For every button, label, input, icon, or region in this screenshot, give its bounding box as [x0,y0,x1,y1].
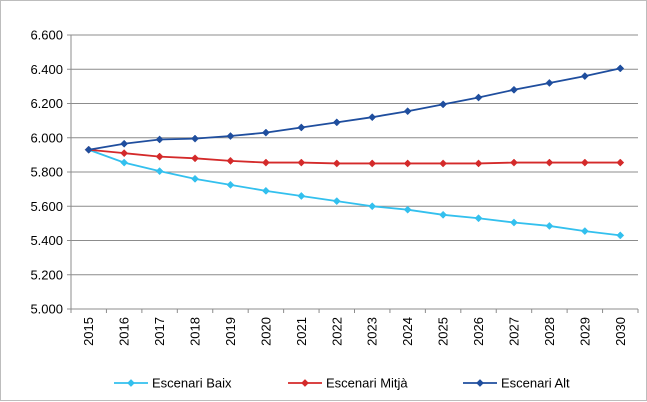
data-point [368,113,377,122]
data-point [261,186,270,195]
y-tick-label: 6.400 [30,62,63,77]
series-line [88,148,621,237]
data-point [155,152,164,161]
data-point [545,158,554,167]
data-point [439,159,448,168]
data-point [403,205,412,214]
x-tick-label: 2024 [400,317,415,346]
data-point [474,159,483,168]
legend-marker [127,379,135,387]
x-tick-label: 2029 [577,317,592,346]
x-tick-label: 2016 [117,317,132,346]
series [84,64,625,240]
data-point [368,159,377,168]
data-point [545,78,554,87]
data-point [84,145,93,154]
data-point [332,159,341,168]
data-point [403,159,412,168]
x-tick-label: 2030 [613,317,628,346]
legend-item-2: Escenari Alt [463,376,570,391]
data-point [510,158,518,167]
data-point [510,218,518,227]
data-point [616,64,625,73]
x-tick-label: 2021 [294,317,309,346]
data-point [332,197,341,206]
x-tick-label: 2019 [223,317,238,346]
data-point [439,100,448,109]
y-tick-label: 6.000 [30,130,63,145]
x-tick-label: 2026 [471,317,486,346]
legend-marker [301,379,309,387]
data-point [332,118,341,127]
data-point [510,85,518,94]
y-tick-label: 5.400 [30,233,63,248]
data-point [439,210,448,219]
data-point [226,180,235,189]
data-point [368,202,377,211]
y-tick-label: 6.600 [30,28,63,43]
grid-lines [71,34,638,276]
data-point [191,154,199,163]
data-point [226,156,235,165]
data-point [155,167,164,176]
y-axis-tick-labels: 5.000 5.200 5.400 5.600 5.800 6.000 6.200 6.400… [30,28,63,317]
y-tick-label: 6.200 [30,96,63,111]
legend-label: Escenari Mitjà [326,376,408,391]
series-2 [84,64,625,154]
data-point [297,158,306,167]
data-point [120,149,129,158]
legend-label: Escenari Alt [501,376,570,391]
x-tick-label: 2025 [436,317,451,346]
series-line [88,148,621,165]
x-tick-label: 2020 [258,317,273,346]
y-tick-label: 5.200 [30,267,63,282]
series-0 [84,145,625,240]
data-point [261,128,270,137]
x-tick-label: 2015 [81,317,96,346]
data-point [580,227,589,236]
series-1 [84,145,625,168]
legend-marker [476,379,484,387]
data-point [403,107,412,116]
data-point [155,135,164,144]
legend: Escenari Baix Escenari Mitjà Escenari Alt [114,376,570,391]
x-tick-label: 2023 [365,317,380,346]
data-point [226,132,235,140]
x-tick-label: 2022 [329,317,344,346]
data-point [474,93,483,102]
x-tick-label: 2027 [506,317,521,346]
y-tick-label: 5.600 [30,199,63,214]
series-line [88,67,621,151]
data-point [580,158,589,167]
legend-label: Escenari Baix [152,376,232,391]
data-point [545,221,554,230]
y-tick-label: 5.000 [30,302,63,317]
data-point [120,139,129,148]
x-axis-tick-labels: 2015 2016 2017 2018 2019 2020 2021 2022 2023 2024… [81,317,628,346]
data-point [191,134,199,143]
data-point [616,231,625,240]
x-tick-label: 2028 [542,317,557,346]
data-point [261,158,270,167]
data-point [297,192,306,200]
axes [67,34,639,313]
data-point [120,158,129,167]
data-point [191,174,199,183]
data-point [474,214,483,223]
data-point [580,72,589,81]
legend-item-0: Escenari Baix [114,376,232,391]
data-point [616,158,625,167]
x-tick-label: 2018 [188,317,203,346]
y-tick-label: 5.800 [30,165,63,180]
legend-item-1: Escenari Mitjà [288,376,408,391]
data-point [297,123,306,132]
x-tick-label: 2017 [152,317,167,346]
